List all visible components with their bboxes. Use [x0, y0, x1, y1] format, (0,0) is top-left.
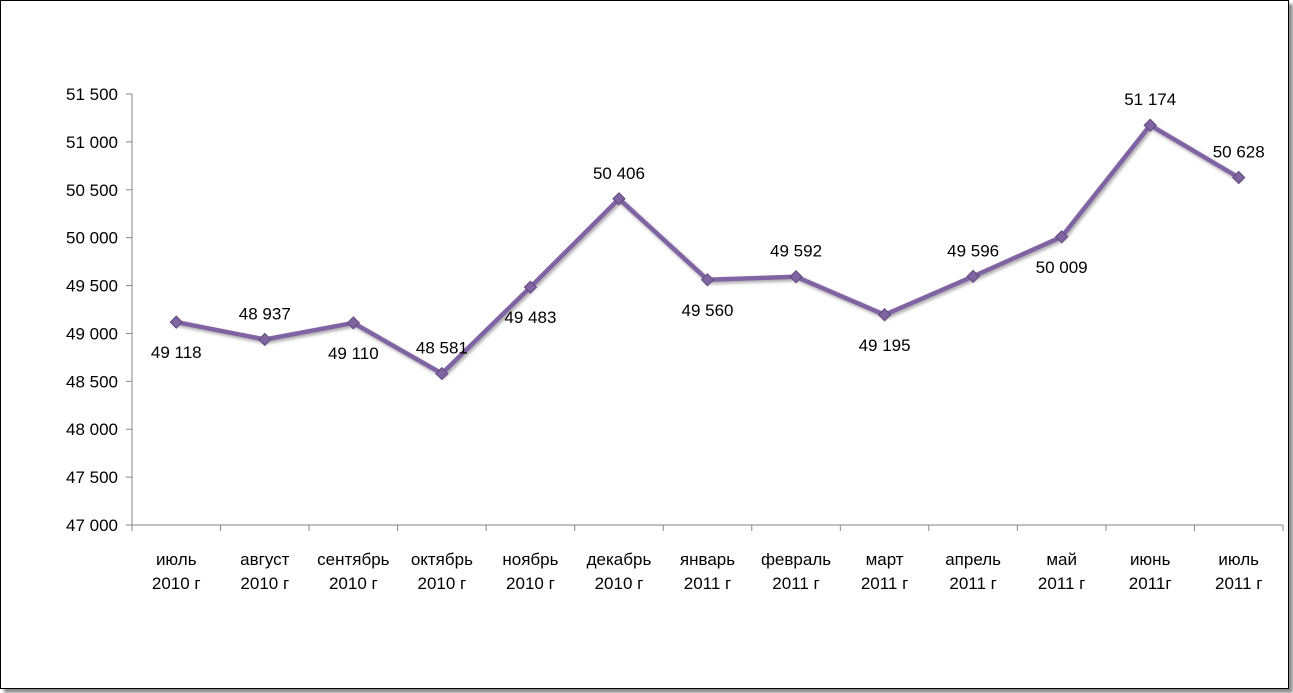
x-tick-label-line: август: [240, 550, 289, 569]
x-tick-label: май 2011 г: [1038, 550, 1085, 593]
x-tick-label: сентябрь 2010 г: [317, 550, 390, 593]
data-label: 49 483: [504, 308, 556, 327]
x-tick-label: июль 2011 г: [1215, 550, 1262, 593]
y-tick-label: 48 500: [66, 372, 118, 391]
x-tick-label: март 2011 г: [861, 550, 908, 593]
data-point-marker: [435, 366, 449, 381]
x-tick-label-line: 2011 г: [949, 574, 996, 593]
series-polyline: [174, 122, 1241, 376]
data-label: 49 592: [770, 242, 822, 261]
x-tick-label-line: 2010 г: [329, 574, 378, 593]
x-tick-label-line: 2011 г: [684, 574, 731, 593]
x-tick-label: апрель 2011 г: [945, 550, 1001, 593]
data-point-marker: [523, 280, 538, 294]
x-tick-label-line: 2011г: [1129, 574, 1172, 593]
data-point-marker: [258, 332, 272, 347]
data-label: 49 110: [328, 344, 379, 363]
data-label: 49 195: [859, 336, 911, 355]
x-tick-label-line: июнь: [1130, 550, 1171, 569]
x-tick-label: декабрь 2010 г: [587, 550, 652, 593]
x-tick-label-line: декабрь: [587, 550, 652, 569]
axes: 47 000 47 500 48 000 48 500 49 000 49 500 50 0…: [66, 85, 1284, 593]
x-tick-label-line: сентябрь: [317, 550, 390, 569]
data-labels: 49 118 48 937 49 110 48 581 49 483 50 406 49 5…: [151, 90, 1265, 363]
data-point-marker: [1054, 230, 1069, 244]
data-point-marker: [346, 316, 361, 330]
y-tick-label: 51 000: [66, 133, 118, 152]
x-tick-label-line: 2010 г: [595, 574, 644, 593]
data-point-marker: [612, 192, 626, 206]
x-tick-label-line: май: [1046, 550, 1077, 569]
data-label: 49 560: [682, 301, 734, 320]
data-point-marker: [169, 315, 183, 329]
x-tick-label-line: 2011 г: [772, 574, 819, 593]
data-point-marker: [1143, 118, 1157, 132]
x-tick-label-line: ноябрь: [502, 550, 558, 569]
x-tick-label-line: 2011 г: [861, 574, 908, 593]
data-point-marker: [966, 269, 980, 284]
data-point-marker: [700, 273, 715, 287]
x-tick-label-line: 2010 г: [152, 574, 201, 593]
x-tick-label: июнь 2011г: [1129, 550, 1172, 593]
data-label: 48 937: [239, 304, 291, 323]
x-tick-label-line: апрель: [945, 550, 1001, 569]
data-label: 49 118: [151, 343, 202, 362]
series-line: [169, 118, 1246, 381]
x-tick-label-line: 2011 г: [1038, 574, 1085, 593]
y-tick-label: 50 500: [66, 181, 118, 200]
x-tick-label: февраль 2011 г: [761, 550, 831, 593]
y-tick-label: 47 500: [66, 468, 118, 487]
x-tick-label: август 2010 г: [240, 550, 289, 593]
data-label: 51 174: [1124, 90, 1176, 109]
x-tick-label-line: октябрь: [411, 550, 473, 569]
y-tick-label: 51 500: [66, 85, 118, 104]
data-label: 49 596: [947, 241, 999, 260]
y-tick-label: 50 000: [66, 229, 118, 248]
y-tick-label: 49 500: [66, 277, 118, 296]
x-tick-label-line: февраль: [761, 550, 831, 569]
x-tick-label-line: 2010 г: [240, 574, 289, 593]
data-label: 50 009: [1036, 258, 1088, 277]
x-tick-label: ноябрь 2010 г: [502, 550, 558, 593]
data-point-marker: [789, 270, 803, 284]
data-point-marker: [1232, 170, 1246, 185]
data-point-marker: [877, 308, 892, 322]
x-tick-label: январь 2011 г: [680, 550, 735, 593]
y-tick-label: 48 000: [66, 420, 118, 439]
data-label: 48 581: [416, 339, 468, 358]
x-tick-label-line: 2011 г: [1215, 574, 1262, 593]
x-tick-label-line: 2010 г: [506, 574, 555, 593]
x-tick-label: июль 2010 г: [152, 550, 201, 593]
x-tick-label-line: июль: [156, 550, 197, 569]
x-tick-label-line: январь: [680, 550, 735, 569]
x-tick-label-line: март: [866, 550, 904, 569]
x-tick-label-line: 2010 г: [418, 574, 467, 593]
x-tick-label-line: июль: [1218, 550, 1259, 569]
data-label: 50 628: [1213, 143, 1265, 162]
y-tick-label: 47 000: [66, 516, 118, 535]
y-tick-label: 49 000: [66, 324, 118, 343]
x-tick-label: октябрь 2010 г: [411, 550, 473, 593]
data-label: 50 406: [593, 164, 645, 183]
